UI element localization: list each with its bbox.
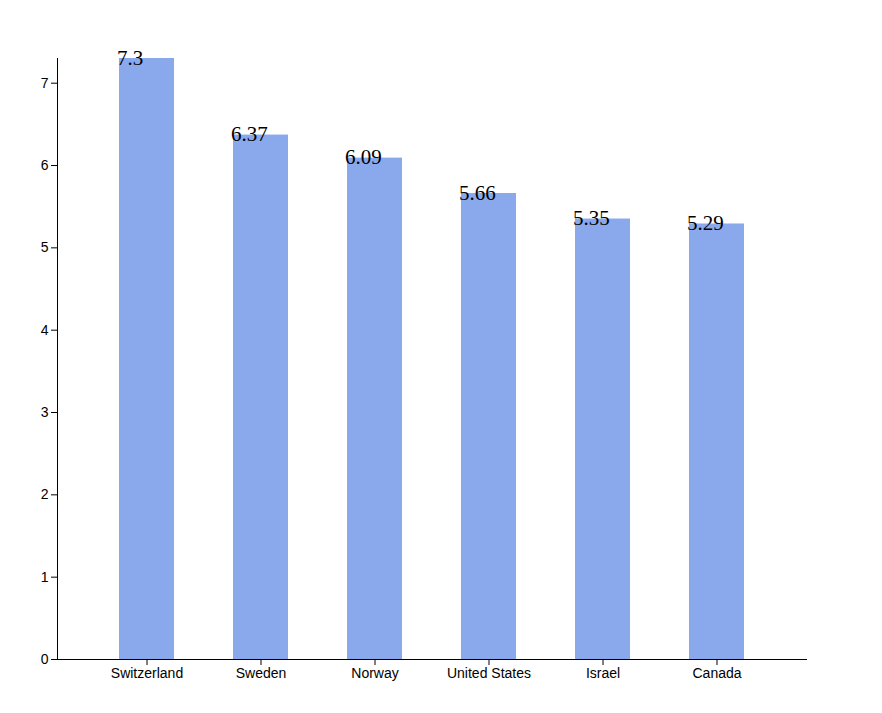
svg-text:United States: United States [447,665,531,681]
svg-text:3: 3 [41,404,49,420]
svg-text:5.29: 5.29 [687,211,724,235]
svg-text:Israel: Israel [586,665,620,681]
svg-text:Norway: Norway [351,665,398,681]
svg-text:5.66: 5.66 [459,181,496,205]
svg-text:6.09: 6.09 [345,145,382,169]
svg-text:Canada: Canada [692,665,741,681]
svg-text:Sweden: Sweden [236,665,287,681]
svg-text:7.3: 7.3 [117,46,143,70]
svg-text:7: 7 [41,75,49,91]
svg-text:4: 4 [41,322,49,338]
svg-text:5: 5 [41,239,49,255]
svg-text:6.37: 6.37 [231,122,268,146]
svg-text:6: 6 [41,157,49,173]
svg-text:Switzerland: Switzerland [111,665,183,681]
svg-text:1: 1 [41,569,49,585]
svg-text:0: 0 [41,651,49,667]
svg-text:5.35: 5.35 [573,206,610,230]
svg-text:2: 2 [41,486,49,502]
